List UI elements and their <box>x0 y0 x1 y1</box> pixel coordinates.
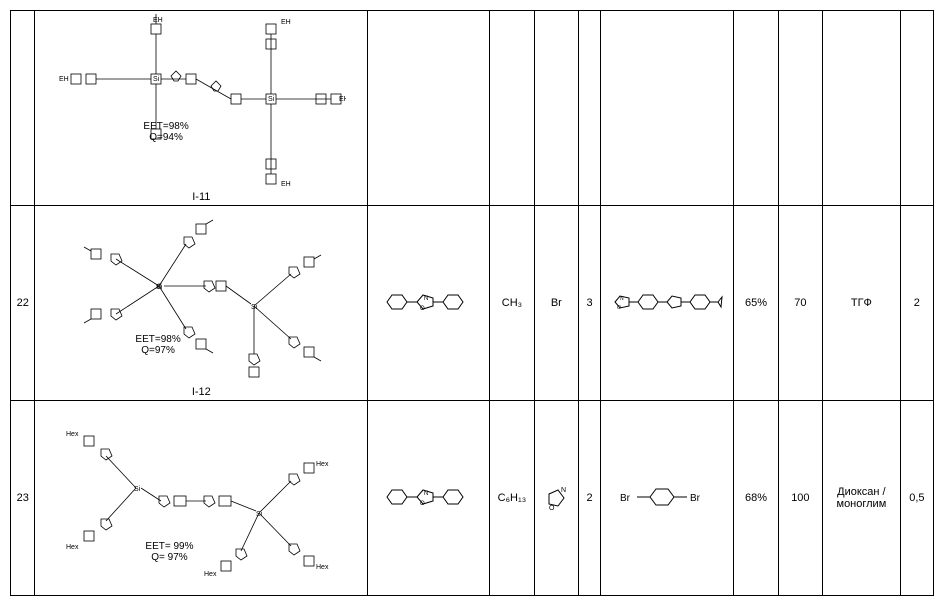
time-cell: 0,5 <box>900 401 933 596</box>
solvent-cell <box>823 11 901 206</box>
fragment1-cell <box>368 11 490 206</box>
eet-label: EET=98% <box>135 334 180 345</box>
fragment2-cell: Br Br <box>601 401 734 596</box>
bis-oxazole-phenyl-icon: N O <box>610 288 725 316</box>
r-group-cell: CH₃ <box>490 206 534 401</box>
structure-cell: Si Si Hex Hex Hex <box>35 401 368 596</box>
svg-text:O: O <box>420 501 425 507</box>
row-index: 22 <box>11 206 35 401</box>
svg-text:Hex: Hex <box>316 461 329 468</box>
table-row: 23 Si Si <box>11 401 934 596</box>
svg-text:EH: EH <box>153 17 163 24</box>
solvent-cell: ТГФ <box>823 206 901 401</box>
structure-i11-icon: Si Si <box>56 14 346 189</box>
x-group-cell <box>534 11 578 206</box>
x-group-cell: N O <box>534 401 578 596</box>
svg-text:Si: Si <box>153 76 160 83</box>
diphenyl-oxazole-icon: N O <box>379 287 479 317</box>
structure-cell: Si Si EET=98% <box>35 206 368 401</box>
svg-text:O: O <box>617 305 621 311</box>
svg-text:Br: Br <box>690 493 701 504</box>
diphenyl-oxazole-icon: N O <box>379 482 479 512</box>
compound-label: I-12 <box>37 386 365 398</box>
fragment2-cell <box>601 11 734 206</box>
eet-label: EET=98% <box>143 121 188 132</box>
x-group-cell: Br <box>534 206 578 401</box>
solvent-cell: Диоксан / моноглим <box>823 401 901 596</box>
yield-cell <box>734 11 778 206</box>
svg-text:EH: EH <box>59 76 69 83</box>
svg-text:N: N <box>561 487 566 494</box>
svg-text:EH: EH <box>281 19 291 26</box>
table-row: Si Si <box>11 11 934 206</box>
time-cell: 2 <box>900 206 933 401</box>
svg-text:O: O <box>549 505 555 512</box>
structure-23-icon: Si Si Hex Hex Hex <box>56 411 346 586</box>
svg-text:N: N <box>424 491 428 497</box>
structure-cell: Si Si <box>35 11 368 206</box>
time-cell <box>900 11 933 206</box>
oxazole-icon: N O <box>539 482 573 512</box>
fragment1-cell: N O <box>368 206 490 401</box>
svg-text:Hex: Hex <box>66 544 79 551</box>
n-cell <box>579 11 601 206</box>
svg-text:Hex: Hex <box>66 431 79 438</box>
q-label: Q=94% <box>149 132 183 143</box>
structure-i12-icon: Si Si <box>56 209 346 384</box>
svg-text:Si: Si <box>268 96 275 103</box>
n-cell: 3 <box>579 206 601 401</box>
q-label: Q=97% <box>141 345 175 356</box>
compound-label: I-11 <box>37 191 365 203</box>
svg-text:N: N <box>620 296 624 302</box>
fragment1-cell: N O <box>368 401 490 596</box>
r-group-cell: C₆H₁₃ <box>490 401 534 596</box>
dibromo-phenyl-icon: Br Br <box>612 484 722 510</box>
table-row: 22 Si Si <box>11 206 934 401</box>
yield-cell: 68% <box>734 401 778 596</box>
compound-table: Si Si <box>10 10 934 596</box>
yield-cell: 65% <box>734 206 778 401</box>
temp-cell <box>778 11 822 206</box>
row-index <box>11 11 35 206</box>
svg-text:Hex: Hex <box>204 571 217 578</box>
svg-text:Hex: Hex <box>316 564 329 571</box>
svg-text:EH: EH <box>281 181 291 188</box>
svg-text:O: O <box>420 306 425 312</box>
r-group-cell <box>490 11 534 206</box>
svg-text:Br: Br <box>620 493 631 504</box>
fragment2-cell: N O <box>601 206 734 401</box>
q-label: Q= 97% <box>151 552 187 563</box>
eet-label: EET= 99% <box>145 541 193 552</box>
svg-text:EH: EH <box>339 96 346 103</box>
n-cell: 2 <box>579 401 601 596</box>
svg-text:N: N <box>424 296 428 302</box>
temp-cell: 100 <box>778 401 822 596</box>
temp-cell: 70 <box>778 206 822 401</box>
row-index: 23 <box>11 401 35 596</box>
